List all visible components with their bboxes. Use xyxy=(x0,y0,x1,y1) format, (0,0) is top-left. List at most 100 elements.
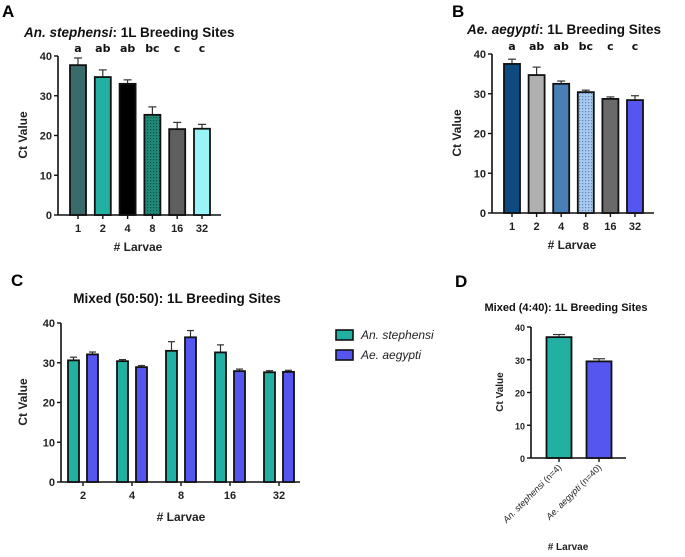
panel-d-ylabel: Ct Value xyxy=(495,372,506,412)
panel-d-xtick-species: Ae. aegypti xyxy=(543,482,583,522)
panel-b-ytick-label: 10 xyxy=(474,168,486,180)
panel-d-title: Mixed (4:40): 1L Breeding Sites xyxy=(484,302,647,314)
panel-c-xtick-label: 4 xyxy=(129,490,136,502)
panel-d: D Mixed (4:40): 1L Breeding Sites Ct Val… xyxy=(455,272,648,553)
panel-d-bar xyxy=(585,360,613,459)
panel-d-ytick-label: 10 xyxy=(515,421,525,431)
panel-a-xtick-label: 4 xyxy=(125,223,132,235)
panel-c-bar-an-stephensi xyxy=(116,360,129,483)
panel-b-ytick-label: 30 xyxy=(474,89,486,101)
panel-c-legend: An. stephensi Ae. aegypti xyxy=(335,328,434,362)
panel-a-significance-label: c xyxy=(199,42,206,55)
panel-b-xtick-label: 16 xyxy=(604,221,616,233)
panel-a-bar xyxy=(93,76,112,216)
panel-b-significance-label: c xyxy=(607,40,614,53)
panel-letter-b: B xyxy=(452,2,464,21)
panel-d-ytick-label: 20 xyxy=(515,389,525,399)
panel-a: A An. stephensi: 1L Breeding Sites Ct Va… xyxy=(2,2,235,254)
panel-a-ylabel: Ct Value xyxy=(16,111,30,159)
panel-d-bar xyxy=(545,336,573,459)
panel-a-xlabel: # Larvae xyxy=(114,240,163,254)
panel-c-ytick-label: 30 xyxy=(43,358,55,370)
panel-c-ytick-label: 20 xyxy=(43,398,55,410)
panel-b-title-rest: : 1L Breeding Sites xyxy=(539,22,661,37)
panel-a-xtick-label: 32 xyxy=(196,223,208,235)
panel-b-title: Ae. aegypti: 1L Breeding Sites xyxy=(466,22,661,37)
panel-d-ytick-label: 40 xyxy=(515,323,525,333)
panel-b-bar xyxy=(503,63,521,214)
panel-b-bar xyxy=(552,82,571,214)
panel-c-xtick-label: 2 xyxy=(80,490,86,502)
panel-a-title-rest: : 1L Breeding Sites xyxy=(113,25,235,40)
panel-a-ytick-label: 0 xyxy=(46,210,52,222)
panel-a-bar xyxy=(118,82,137,216)
panel-c-xtick-label: 32 xyxy=(273,490,285,502)
panel-c-xtick-label: 8 xyxy=(178,490,184,502)
panel-b-bar xyxy=(576,91,595,214)
panel-a-bar xyxy=(143,113,162,216)
panel-a-plot: 0 10 20 30 40 1 a 2 ab 4 ab 8 bc 16 c 32 c xyxy=(40,42,221,235)
panel-c-ylabel: Ct Value xyxy=(16,378,30,426)
panel-b-xtick-label: 32 xyxy=(629,221,641,233)
panel-a-xtick-label: 8 xyxy=(149,223,155,235)
panel-a-title: An. stephensi: 1L Breeding Sites xyxy=(23,25,235,40)
panel-c-bar-ae-aegypti xyxy=(233,370,246,483)
panel-d-xlabel: # Larvae xyxy=(548,542,589,553)
panel-b: B Ae. aegypti: 1L Breeding Sites Ct Valu… xyxy=(450,2,661,252)
panel-c-bar-ae-aegypti xyxy=(135,366,148,483)
panel-b-xtick-label: 1 xyxy=(509,221,515,233)
panel-b-xtick-label: 2 xyxy=(534,221,540,233)
panel-d-xtick-species: An. stephensi xyxy=(500,478,547,525)
panel-d-ytick-label: 30 xyxy=(515,356,525,366)
panel-b-plot: 0 10 20 30 40 1 a 2 ab 4 ab 8 bc 16 c 32 c xyxy=(474,40,654,233)
panel-c: C Mixed (50:50): 1L Breeding Sites Ct Va… xyxy=(11,271,434,524)
panel-c-xlabel: # Larvae xyxy=(157,510,206,524)
panel-c-bar-ae-aegypti xyxy=(282,370,295,483)
panel-a-significance-label: c xyxy=(174,42,181,55)
panel-c-bar-an-stephensi xyxy=(214,351,227,483)
panel-d-ytick-label: 0 xyxy=(520,454,525,464)
panel-c-bar-an-stephensi xyxy=(67,359,80,483)
panel-b-significance-label: c xyxy=(632,40,639,53)
legend-label-ae-aegypti: Ae. aegypti xyxy=(360,348,421,362)
panel-c-bar-ae-aegypti xyxy=(184,336,197,483)
panel-b-title-italic: Ae. aegypti xyxy=(466,22,539,37)
panel-b-xtick-label: 8 xyxy=(583,221,589,233)
panel-b-significance-label: a xyxy=(508,40,515,53)
panel-b-xlabel: # Larvae xyxy=(548,238,597,252)
panel-c-title: Mixed (50:50): 1L Breeding Sites xyxy=(73,291,281,306)
legend-swatch-ae-aegypti xyxy=(335,349,354,361)
panel-b-ytick-label: 0 xyxy=(480,208,486,220)
panel-b-ytick-label: 20 xyxy=(474,129,486,141)
panel-a-significance-label: ab xyxy=(120,42,135,55)
panel-d-xtick-n: (n=40) xyxy=(576,462,603,489)
panel-a-xtick-label: 2 xyxy=(100,223,106,235)
panel-a-ytick-label: 30 xyxy=(40,91,52,103)
panel-c-bar-ae-aegypti xyxy=(86,353,99,483)
panel-c-ytick-label: 40 xyxy=(43,318,55,330)
panel-b-ytick-label: 40 xyxy=(474,49,486,61)
panel-b-ylabel: Ct Value xyxy=(450,109,464,157)
panel-a-bar xyxy=(69,64,87,216)
panel-a-title-italic: An. stephensi xyxy=(23,25,113,40)
panel-c-ytick-label: 0 xyxy=(49,477,55,489)
panel-a-significance-label: a xyxy=(74,42,81,55)
panel-a-bar xyxy=(193,127,211,216)
panel-a-significance-label: bc xyxy=(145,42,159,55)
panel-letter-a: A xyxy=(2,2,14,21)
panel-a-xtick-label: 1 xyxy=(75,223,81,235)
panel-a-bar xyxy=(168,128,187,216)
legend-swatch-an-stephensi xyxy=(335,329,354,341)
panel-a-xtick-label: 16 xyxy=(171,223,183,235)
panel-letter-c: C xyxy=(11,271,23,290)
panel-letter-d: D xyxy=(455,272,467,291)
panel-b-bar xyxy=(527,74,546,214)
panel-b-xtick-label: 4 xyxy=(558,221,565,233)
panel-a-significance-label: ab xyxy=(95,42,110,55)
panel-b-significance-label: ab xyxy=(554,40,569,53)
panel-c-bar-an-stephensi xyxy=(263,371,276,483)
legend-label-an-stephensi: An. stephensi xyxy=(360,328,434,342)
